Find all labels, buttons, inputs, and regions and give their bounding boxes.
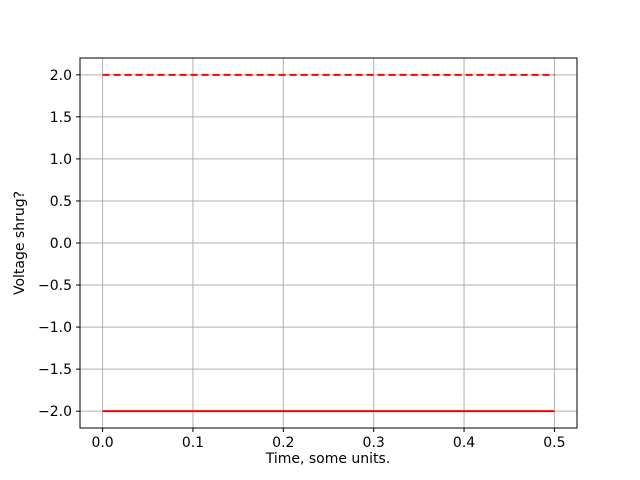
x-tick-label: 0.0 bbox=[91, 435, 113, 451]
x-tick-label: 0.4 bbox=[453, 435, 475, 451]
axes-frame bbox=[79, 57, 578, 429]
tick-labels: 0.0 0.1 0.2 0.3 0.4 0.5 2.0 1.5 1.0 0.5 0.0 −0.5 −1.… bbox=[38, 68, 566, 451]
y-tick-label: 0.5 bbox=[50, 194, 72, 210]
y-tick-label: 2.0 bbox=[50, 68, 72, 84]
x-tick-label: 0.5 bbox=[543, 435, 565, 451]
y-tick-label: −0.5 bbox=[38, 278, 72, 294]
x-axis-label: Time, some units. bbox=[265, 451, 391, 467]
y-tick-label: 1.5 bbox=[50, 110, 72, 126]
x-tick-label: 0.3 bbox=[363, 435, 385, 451]
x-tick-label: 0.1 bbox=[182, 435, 204, 451]
x-tick-label: 0.2 bbox=[272, 435, 294, 451]
y-tick-label: 1.0 bbox=[50, 152, 72, 168]
axis-ticks bbox=[76, 74, 555, 432]
y-tick-label: −1.0 bbox=[38, 320, 72, 336]
y-tick-label: 0.0 bbox=[50, 236, 72, 252]
y-axis-label: Voltage shrug? bbox=[12, 191, 28, 295]
y-tick-label: −1.5 bbox=[38, 362, 72, 378]
series-lines bbox=[102, 73, 555, 413]
y-tick-label: −2.0 bbox=[38, 404, 72, 420]
